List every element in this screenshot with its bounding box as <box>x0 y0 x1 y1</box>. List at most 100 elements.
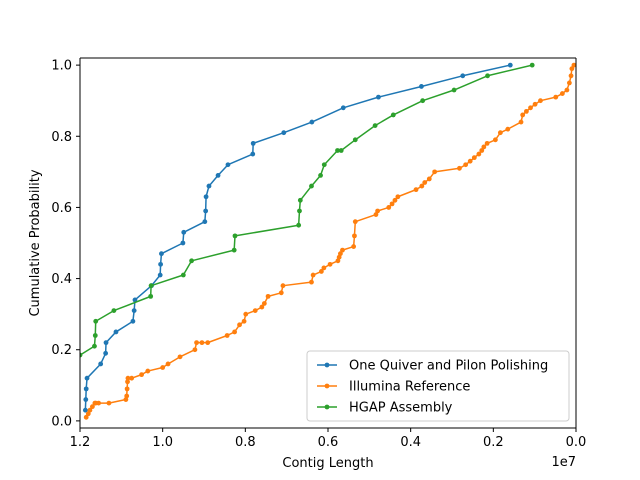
data-point <box>568 73 574 79</box>
y-axis-ticks: 0.0 0.2 0.4 0.6 0.8 1.0 <box>51 59 80 429</box>
data-point <box>352 233 357 239</box>
data-point <box>340 247 345 253</box>
data-point <box>199 340 205 346</box>
y-axis-label: Cumulative Probability <box>28 169 43 316</box>
data-point <box>159 251 164 257</box>
data-point <box>131 308 137 313</box>
data-point <box>479 148 485 153</box>
data-point <box>82 407 88 413</box>
data-point <box>250 140 256 146</box>
data-point <box>124 393 130 399</box>
data-point <box>93 318 99 324</box>
data-point <box>297 197 303 203</box>
y-tick-label: 1.0 <box>51 59 72 74</box>
data-point <box>419 84 424 89</box>
data-point <box>451 87 457 93</box>
data-point <box>84 375 90 381</box>
data-point <box>471 155 477 161</box>
data-point <box>281 130 287 136</box>
data-point <box>189 258 195 264</box>
data-point <box>80 352 83 358</box>
data-point <box>338 148 344 153</box>
legend-label: Illumina Reference <box>349 380 470 395</box>
data-point <box>390 112 396 118</box>
data-point <box>203 208 209 214</box>
x-tick-label: 1.0 <box>152 435 173 450</box>
data-point <box>280 283 286 289</box>
data-point <box>278 290 284 296</box>
x-tick-label: 0.8 <box>235 435 256 450</box>
data-point <box>103 340 109 346</box>
data-point <box>130 318 136 324</box>
data-point <box>352 219 358 225</box>
data-point <box>392 197 398 203</box>
data-point <box>225 162 231 168</box>
y-tick-label: 0.8 <box>51 130 72 145</box>
x-tick-label: 1.2 <box>70 435 91 450</box>
x-tick-label: 0.6 <box>318 435 339 450</box>
data-point <box>125 375 131 381</box>
data-point <box>232 329 237 335</box>
data-point <box>145 368 151 374</box>
data-point <box>180 272 186 278</box>
data-point <box>139 372 144 378</box>
data-point <box>422 180 428 185</box>
data-point <box>373 212 379 217</box>
data-point <box>335 148 340 153</box>
data-point <box>485 73 490 79</box>
legend-item: HGAP Assembly <box>317 401 453 416</box>
legend: One Quiver and Pilon Polishing Illumina R… <box>306 350 570 422</box>
x-tick-label: 0.0 <box>566 435 587 450</box>
data-point <box>467 158 473 164</box>
data-point <box>395 194 401 200</box>
data-point <box>318 173 323 178</box>
data-point <box>177 354 183 360</box>
data-point <box>92 333 98 338</box>
data-point <box>206 183 212 189</box>
data-point <box>113 329 119 335</box>
data-point <box>321 162 327 168</box>
data-point <box>83 397 89 402</box>
data-point <box>148 293 154 299</box>
data-point <box>90 404 95 410</box>
y-tick-label: 0.4 <box>51 272 72 287</box>
data-point <box>103 350 109 356</box>
data-point <box>250 151 256 157</box>
y-tick-label: 0.0 <box>51 414 72 429</box>
data-point <box>259 304 265 310</box>
data-point <box>318 269 324 274</box>
data-point <box>96 400 101 406</box>
data-point <box>505 126 511 132</box>
data-point <box>481 144 487 150</box>
data-point <box>457 165 462 171</box>
data-point <box>309 183 314 189</box>
data-point <box>215 173 221 178</box>
data-point <box>160 365 166 370</box>
data-point <box>376 94 381 100</box>
data-point <box>243 311 249 317</box>
data-point <box>83 414 89 420</box>
data-point <box>566 80 572 86</box>
y-tick-label: 0.2 <box>51 343 72 358</box>
data-point <box>484 140 490 146</box>
data-point <box>518 119 524 125</box>
data-point <box>106 400 112 406</box>
data-point <box>83 386 89 392</box>
data-point <box>132 297 138 303</box>
data-point <box>192 347 198 353</box>
data-point <box>98 361 104 367</box>
data-point <box>237 322 242 328</box>
data-point <box>432 169 438 175</box>
data-point <box>205 340 211 346</box>
data-point <box>203 194 209 200</box>
data-point <box>538 98 543 104</box>
data-point <box>497 130 503 136</box>
data-point <box>252 308 258 313</box>
data-point <box>124 386 130 392</box>
data-point <box>309 279 314 285</box>
data-point <box>463 162 469 168</box>
data-point <box>386 205 392 210</box>
data-point <box>125 379 130 385</box>
data-point <box>426 176 432 182</box>
data-point <box>528 105 533 111</box>
